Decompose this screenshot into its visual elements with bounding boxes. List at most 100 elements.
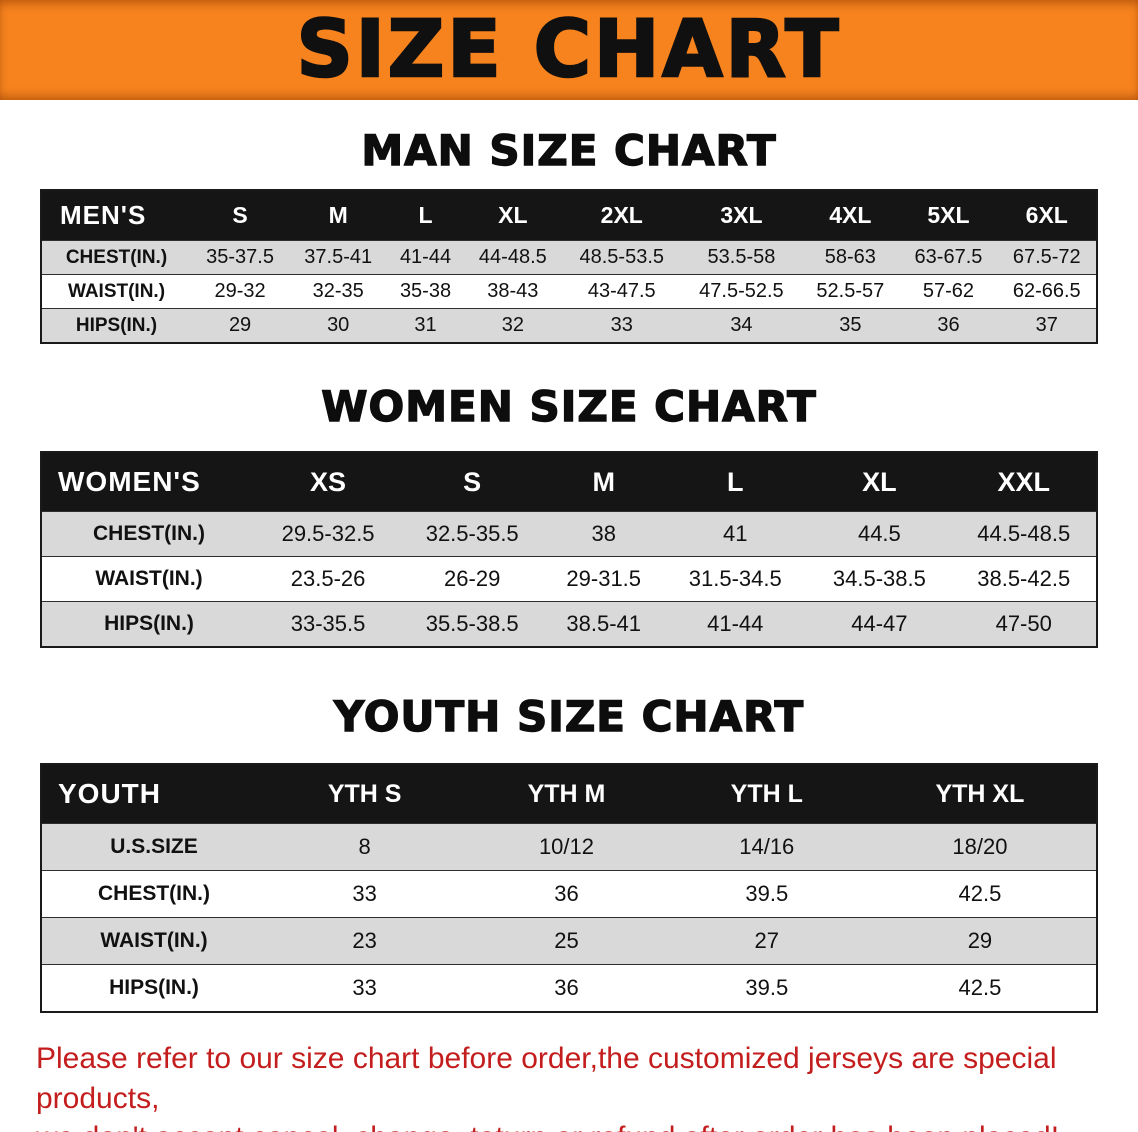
column-header: 3XL bbox=[681, 190, 802, 241]
youth-ussize-row: U.S.SIZE 8 10/12 14/16 18/20 bbox=[41, 823, 1097, 871]
column-header: XS bbox=[256, 452, 401, 512]
table-cell: 29.5-32.5 bbox=[281, 521, 375, 546]
column-header: YTH XL bbox=[863, 764, 1097, 824]
row-label: WAIST(IN.) bbox=[100, 929, 208, 952]
table-cell: 36 bbox=[554, 975, 579, 1000]
row-label: WAIST(IN.) bbox=[67, 280, 166, 302]
table-cell: 37 bbox=[1035, 314, 1058, 336]
table-cell: 67.5-72 bbox=[1012, 246, 1081, 268]
youth-section-heading: YOUTH SIZE CHART bbox=[333, 691, 805, 741]
column-header: YTH M bbox=[463, 764, 670, 824]
row-label: U.S.SIZE bbox=[110, 835, 198, 858]
women-chest-row: CHEST(IN.) 29.5-32.5 32.5-35.5 38 41 44.… bbox=[41, 511, 1097, 557]
disclaimer-line-2: we don't accept cancel, change, teturn o… bbox=[36, 1118, 1102, 1132]
table-cell: 38 bbox=[591, 521, 616, 546]
column-header: 6XL bbox=[997, 190, 1097, 241]
table-cell: 57-62 bbox=[922, 280, 975, 302]
table-cell: 35-37.5 bbox=[206, 246, 274, 268]
table-cell: 34 bbox=[730, 314, 753, 336]
row-label: CHEST(IN.) bbox=[93, 522, 205, 545]
column-header: YTH L bbox=[669, 764, 864, 824]
row-label: CHEST(IN.) bbox=[65, 246, 168, 268]
women-waist-row: WAIST(IN.) 23.5-26 26-29 29-31.5 31.5-34… bbox=[41, 556, 1097, 602]
table-cell: 38.5-42.5 bbox=[977, 566, 1071, 591]
table-cell: 41 bbox=[723, 521, 748, 546]
table-cell: 10/12 bbox=[538, 834, 594, 859]
column-header: S bbox=[400, 452, 545, 512]
men-chest-row: CHEST(IN.) 35-37.5 37.5-41 41-44 44-48.5… bbox=[41, 240, 1097, 275]
table-cell: 44-47 bbox=[851, 611, 908, 636]
row-label: WAIST(IN.) bbox=[95, 567, 203, 590]
table-cell: 39.5 bbox=[745, 881, 789, 906]
column-header: M bbox=[289, 190, 388, 241]
table-cell: 38-43 bbox=[487, 280, 539, 302]
youth-waist-row: WAIST(IN.) 23 25 27 29 bbox=[41, 917, 1097, 965]
men-size-table: MEN'S S M L XL 2XL 3XL 4XL 5XL 6XL CHEST… bbox=[40, 189, 1098, 344]
youth-header-row: YOUTH YTH S YTH M YTH L YTH XL bbox=[41, 764, 1097, 824]
table-cell: 52.5-57 bbox=[816, 280, 885, 302]
table-cell: 37.5-41 bbox=[304, 246, 373, 268]
table-cell: 29 bbox=[228, 314, 252, 336]
disclaimer-text: Please refer to our size chart before or… bbox=[0, 1039, 1138, 1132]
table-cell: 35 bbox=[839, 314, 862, 336]
table-cell: 44.5 bbox=[857, 521, 901, 546]
men-header-row: MEN'S S M L XL 2XL 3XL 4XL 5XL 6XL bbox=[41, 190, 1097, 241]
men-section: MAN SIZE CHART MEN'S S M L XL 2XL 3XL 4X… bbox=[0, 125, 1138, 344]
column-header: YTH S bbox=[266, 764, 464, 824]
table-cell: 47-50 bbox=[995, 611, 1052, 636]
table-cell: 36 bbox=[554, 881, 579, 906]
men-corner-label: MEN'S bbox=[41, 190, 191, 241]
table-cell: 29-31.5 bbox=[566, 566, 642, 591]
table-cell: 14/16 bbox=[739, 834, 795, 859]
table-cell: 41-44 bbox=[399, 246, 452, 268]
table-cell: 32-35 bbox=[312, 280, 364, 302]
youth-hips-row: HIPS(IN.) 33 36 39.5 42.5 bbox=[41, 964, 1097, 1012]
table-cell: 47.5-52.5 bbox=[699, 280, 784, 302]
table-cell: 33 bbox=[352, 975, 377, 1000]
table-cell: 29 bbox=[967, 928, 993, 953]
table-cell: 39.5 bbox=[745, 975, 789, 1000]
column-header: M bbox=[544, 452, 664, 512]
table-cell: 18/20 bbox=[952, 834, 1008, 859]
table-cell: 30 bbox=[327, 314, 350, 336]
row-label: HIPS(IN.) bbox=[75, 314, 158, 336]
table-cell: 8 bbox=[358, 834, 371, 859]
table-cell: 58-63 bbox=[824, 246, 876, 268]
men-waist-row: WAIST(IN.) 29-32 32-35 35-38 38-43 43-47… bbox=[41, 274, 1097, 309]
column-header: L bbox=[387, 190, 464, 241]
table-cell: 23.5-26 bbox=[290, 566, 366, 591]
youth-corner-label: YOUTH bbox=[41, 764, 266, 824]
table-cell: 44-48.5 bbox=[478, 246, 547, 268]
women-size-table: WOMEN'S XS S M L XL XXL CHEST(IN.) 29.5-… bbox=[40, 451, 1098, 648]
women-corner-label: WOMEN'S bbox=[41, 452, 256, 512]
table-cell: 48.5-53.5 bbox=[579, 246, 664, 268]
youth-size-table: YOUTH YTH S YTH M YTH L YTH XL U.S.SIZE … bbox=[40, 763, 1098, 1013]
column-header: 5XL bbox=[899, 190, 998, 241]
column-header: 2XL bbox=[561, 190, 682, 241]
youth-chest-row: CHEST(IN.) 33 36 39.5 42.5 bbox=[41, 870, 1097, 918]
table-cell: 36 bbox=[937, 314, 960, 336]
row-label: HIPS(IN.) bbox=[109, 976, 199, 999]
table-cell: 27 bbox=[754, 928, 780, 953]
table-cell: 33 bbox=[610, 314, 633, 336]
women-section-heading: WOMEN SIZE CHART bbox=[321, 381, 817, 431]
women-section: WOMEN SIZE CHART WOMEN'S XS S M L XL XXL… bbox=[0, 381, 1138, 648]
table-cell: 32.5-35.5 bbox=[425, 521, 519, 546]
men-hips-row: HIPS(IN.) 29 30 31 32 33 34 35 36 37 bbox=[41, 308, 1097, 343]
table-cell: 23 bbox=[352, 928, 377, 953]
page-title: SIZE CHART bbox=[295, 5, 842, 95]
youth-section: YOUTH SIZE CHART YOUTH YTH S YTH M YTH L… bbox=[0, 691, 1138, 1013]
women-hips-row: HIPS(IN.) 33-35.5 35.5-38.5 38.5-41 41-4… bbox=[41, 601, 1097, 647]
row-label: HIPS(IN.) bbox=[104, 612, 194, 635]
size-chart-banner: SIZE CHART bbox=[0, 0, 1138, 100]
column-header: XL bbox=[463, 190, 562, 241]
table-cell: 42.5 bbox=[958, 975, 1002, 1000]
column-header: 4XL bbox=[801, 190, 900, 241]
table-cell: 34.5-38.5 bbox=[832, 566, 926, 591]
column-header: S bbox=[191, 190, 290, 241]
table-cell: 25 bbox=[554, 928, 579, 953]
table-cell: 53.5-58 bbox=[707, 246, 776, 268]
women-header-row: WOMEN'S XS S M L XL XXL bbox=[41, 452, 1097, 512]
table-cell: 38.5-41 bbox=[566, 611, 642, 636]
table-cell: 31.5-34.5 bbox=[688, 566, 782, 591]
